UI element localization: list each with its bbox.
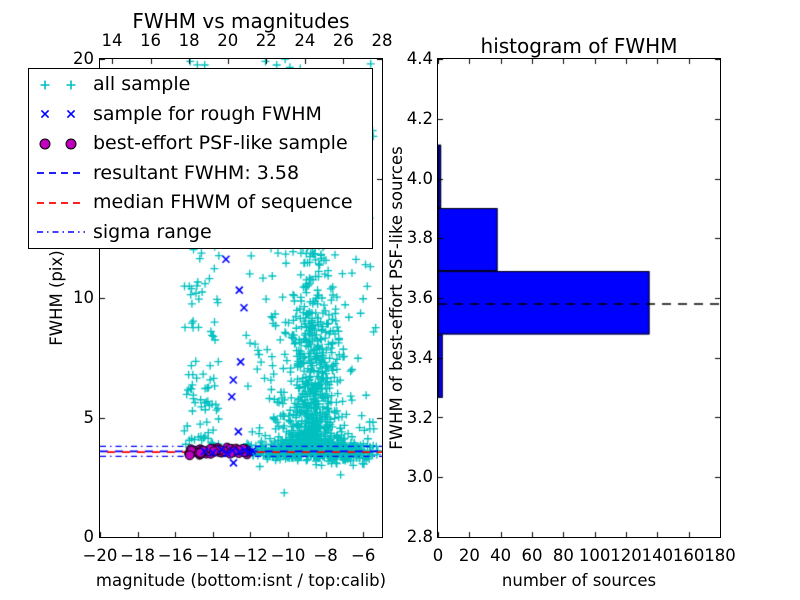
right-plot-y-tick-label: 3.2 [406, 407, 433, 427]
left-plot-top-tick-label: 16 [140, 30, 162, 50]
right-plot-x-tick-label: 80 [552, 545, 574, 565]
left-plot-title: FWHM vs magnitudes [132, 9, 350, 33]
left-plot-top-tick-label: 28 [371, 30, 393, 50]
left-plot-top-tick-label: 20 [217, 30, 239, 50]
right-plot-x-tick-label: 40 [490, 545, 512, 565]
left-plot-top-tick-label: 22 [255, 30, 277, 50]
left-plot-y-tick-label: 5 [83, 407, 95, 427]
left-plot-x-tick-label: −12 [232, 545, 268, 565]
right-plot-y-tick-label: 4.2 [406, 108, 433, 128]
legend-dashdot-icon [37, 231, 85, 233]
legend-dashed-icon [37, 201, 85, 204]
right-plot-x-tick-label: 100 [578, 545, 611, 565]
right-plot [437, 58, 721, 538]
left-plot-top-tick-label: 14 [101, 30, 123, 50]
legend-item-label: median FHWM of sequence [93, 191, 353, 214]
right-plot-x-tick-label: 160 [672, 545, 705, 565]
left-plot-top-tick-label: 24 [294, 30, 316, 50]
right-plot-x-tick-label: 180 [704, 545, 736, 565]
left-plot-x-tick-label: −6 [351, 545, 376, 565]
right-plot-y-tick-label: 4.0 [406, 168, 433, 188]
legend-item: best-effort PSF-like sample [29, 130, 372, 157]
left-plot-x-tick-label: −18 [120, 545, 156, 565]
legend-item-label: resultant FWHM: 3.58 [93, 161, 300, 184]
left-plot-x-tick-label: −20 [82, 545, 118, 565]
right-plot-y-tick-label: 2.8 [406, 526, 433, 546]
right-plot-y-tick-label: 4.4 [406, 48, 433, 68]
left-plot-x-tick-label: −8 [313, 545, 338, 565]
legend-item-label: best-effort PSF-like sample [93, 132, 348, 155]
right-plot-y-tick-label: 3.4 [406, 347, 433, 367]
histogram-canvas [438, 59, 720, 537]
right-plot-title: histogram of FWHM [480, 34, 678, 58]
legend-plus-icon [40, 80, 76, 90]
right-plot-x-tick-label: 20 [458, 545, 480, 565]
right-yaxis-label: FWHM of best-effort PSF-like sources [386, 146, 406, 450]
legend-item: resultant FWHM: 3.58 [29, 160, 372, 187]
legend-item: sigma range [29, 219, 372, 246]
left-plot-y-tick-label: 20 [73, 48, 94, 68]
right-plot-y-tick-label: 3.6 [406, 287, 433, 307]
legend-item: median FHWM of sequence [29, 189, 372, 216]
legend-circle-icon [39, 138, 77, 150]
right-plot-x-tick-label: 60 [521, 545, 543, 565]
left-plot-x-tick-label: −10 [270, 545, 306, 565]
right-plot-y-tick-label: 3.8 [406, 228, 433, 247]
right-plot-y-tick-label: 3.0 [406, 467, 433, 486]
left-plot-y-tick-label: 10 [73, 287, 94, 307]
right-plot-x-tick-label: 0 [432, 545, 444, 565]
left-plot-top-tick-label: 18 [178, 30, 200, 50]
legend-item: all sample [29, 71, 372, 98]
right-xaxis-label: number of sources [501, 570, 657, 590]
left-plot-top-tick-label: 26 [332, 30, 354, 50]
left-yaxis-label: FWHM (pix) [46, 250, 66, 346]
legend-dashed-icon [37, 172, 85, 175]
legend-item-label: sigma range [93, 220, 212, 243]
left-plot-x-tick-label: −14 [195, 545, 231, 565]
legend: all sample sample for rough FWHM best-effo… [28, 68, 373, 249]
legend-item-label: all sample [93, 73, 191, 96]
legend-item: sample for rough FWHM [29, 101, 372, 128]
legend-item-label: sample for rough FWHM [93, 102, 322, 125]
right-plot-x-tick-label: 140 [641, 545, 674, 565]
left-plot-x-tick-label: −16 [157, 545, 193, 565]
left-plot-y-tick-label: 0 [83, 526, 95, 546]
legend-cross-icon [40, 110, 76, 119]
left-xaxis-label: magnitude (bottom:isnt / top:calib) [95, 570, 387, 590]
right-plot-x-tick-label: 120 [610, 545, 642, 565]
